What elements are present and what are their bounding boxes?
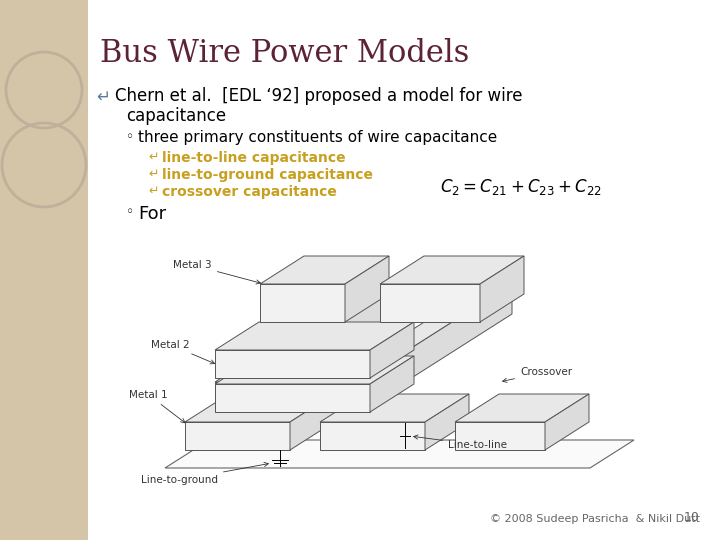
Polygon shape (545, 394, 589, 450)
Polygon shape (330, 382, 358, 412)
Text: Bus Wire Power Models: Bus Wire Power Models (100, 38, 469, 69)
Text: three primary constituents of wire capacitance: three primary constituents of wire capac… (138, 130, 498, 145)
Text: Line-to-line: Line-to-line (414, 435, 507, 450)
Text: Chern et al.  [EDL ‘92] proposed a model for wire: Chern et al. [EDL ‘92] proposed a model … (115, 87, 523, 105)
Text: crossover capacitance: crossover capacitance (162, 185, 337, 199)
Text: Metal 3: Metal 3 (174, 260, 261, 284)
Polygon shape (320, 422, 425, 450)
Text: capacitance: capacitance (126, 107, 226, 125)
Text: line-to-line capacitance: line-to-line capacitance (162, 151, 346, 165)
Text: ↵: ↵ (148, 168, 158, 181)
Polygon shape (215, 384, 370, 412)
Polygon shape (330, 284, 512, 382)
Text: ↵: ↵ (96, 88, 110, 106)
Polygon shape (358, 284, 512, 412)
Polygon shape (455, 394, 589, 422)
Text: For: For (138, 205, 166, 223)
Polygon shape (455, 422, 545, 450)
Text: ◦: ◦ (126, 130, 134, 144)
Polygon shape (215, 350, 370, 378)
Polygon shape (370, 322, 414, 378)
Text: line-to-ground capacitance: line-to-ground capacitance (162, 168, 373, 182)
Polygon shape (425, 394, 469, 450)
Polygon shape (370, 356, 414, 412)
Text: 10: 10 (684, 511, 700, 524)
Polygon shape (165, 440, 634, 468)
Polygon shape (185, 422, 290, 450)
Text: ◦: ◦ (126, 205, 134, 219)
Text: Metal 1: Metal 1 (130, 390, 185, 423)
Polygon shape (215, 284, 397, 382)
Polygon shape (260, 256, 389, 284)
Polygon shape (380, 284, 480, 322)
Polygon shape (243, 284, 397, 412)
Polygon shape (185, 394, 334, 422)
Polygon shape (215, 322, 414, 350)
Polygon shape (380, 256, 524, 284)
Polygon shape (215, 356, 414, 384)
Polygon shape (260, 284, 345, 322)
Polygon shape (345, 256, 389, 322)
Polygon shape (320, 394, 469, 422)
Text: Crossover: Crossover (503, 367, 572, 382)
Text: Line-to-ground: Line-to-ground (141, 462, 269, 485)
Bar (0, 0, 88, 540)
Text: © 2008 Sudeep Pasricha  & Nikil Dutt: © 2008 Sudeep Pasricha & Nikil Dutt (490, 514, 700, 524)
Polygon shape (290, 394, 334, 450)
Text: Metal 2: Metal 2 (151, 340, 215, 364)
Text: ↵: ↵ (148, 185, 158, 198)
Text: ↵: ↵ (148, 151, 158, 164)
Polygon shape (215, 382, 243, 412)
Polygon shape (480, 256, 524, 322)
Text: $C_2 = C_{21} + C_{23} + C_{22}$: $C_2 = C_{21} + C_{23} + C_{22}$ (440, 177, 602, 197)
